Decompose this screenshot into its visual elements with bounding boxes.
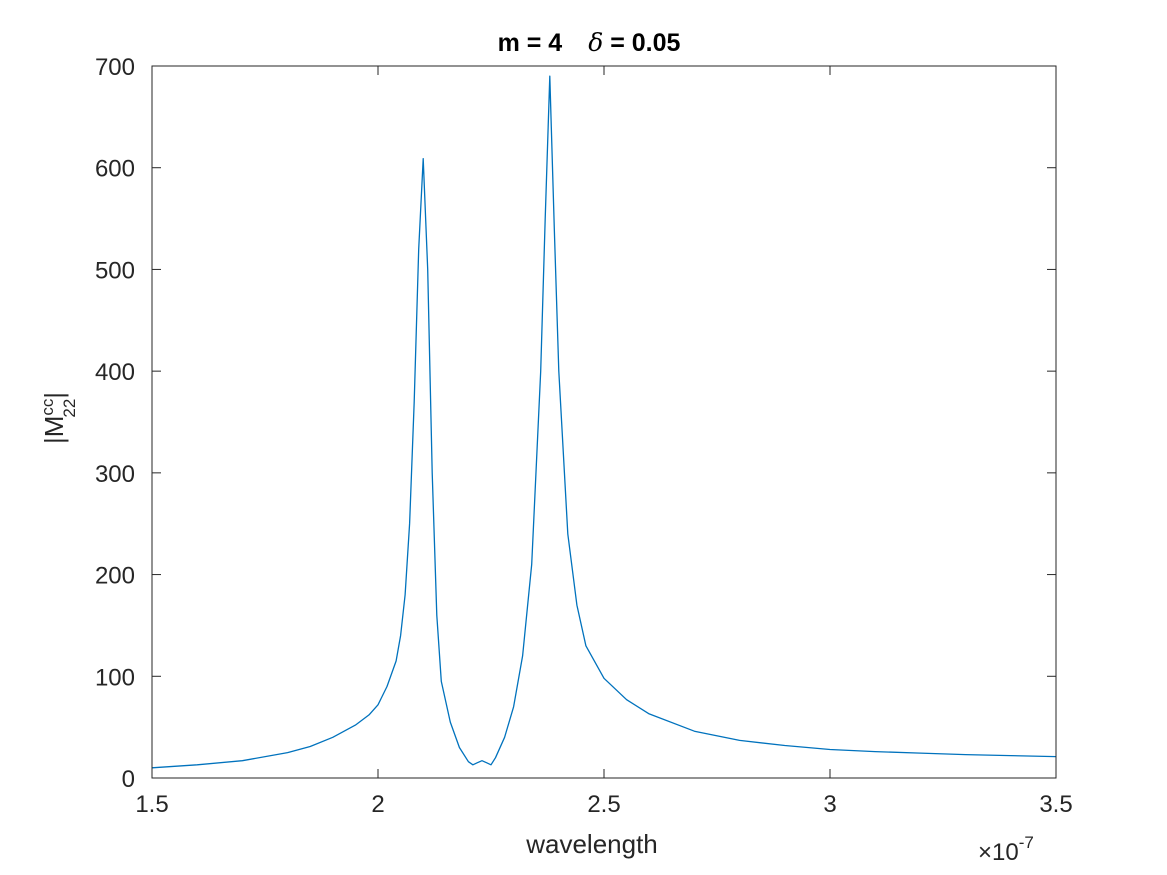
x-exponent-prefix: ×10	[978, 839, 1019, 866]
x-axis-label: wavelength	[525, 829, 658, 859]
x-tick-label: 3	[823, 791, 836, 818]
y-axis-label-close: |	[39, 392, 69, 399]
y-tick-label: 600	[95, 156, 135, 183]
y-tick-label: 500	[95, 257, 135, 284]
chart-title-part2: = 0.05	[603, 29, 680, 57]
y-axis-label-subscript: 22	[60, 399, 79, 418]
plot-area	[151, 75, 1057, 769]
y-tick-label: 0	[122, 766, 135, 793]
y-tick-label: 300	[95, 461, 135, 488]
x-tick-label: 2.5	[587, 791, 620, 818]
x-tick-label: 3.5	[1039, 791, 1072, 818]
x-exponent-label: ×10-7	[978, 833, 1034, 866]
y-axis-label-base: |M	[39, 416, 69, 444]
y-tick-label: 700	[95, 54, 135, 81]
y-axis-label-superscript: cc	[38, 398, 57, 416]
chart-title: m = 4 δ = 0.05	[498, 28, 681, 57]
y-tick-label: 400	[95, 359, 135, 386]
y-axis-label: |Mcc 22|	[38, 392, 79, 444]
series-line-0	[151, 75, 1057, 769]
x-tick-label: 2	[371, 791, 384, 818]
x-tick-label: 1.5	[135, 791, 168, 818]
chart-title-part1: m = 4	[498, 29, 563, 57]
x-exponent-power: -7	[1019, 833, 1034, 852]
chart-title-symbol: δ	[588, 28, 603, 57]
y-tick-label: 200	[95, 563, 135, 590]
axis-ticks: 1.5 2 2.5 3 3.5 0 100 200 300 400 500 600 700	[95, 54, 1073, 818]
y-tick-label: 100	[95, 664, 135, 691]
